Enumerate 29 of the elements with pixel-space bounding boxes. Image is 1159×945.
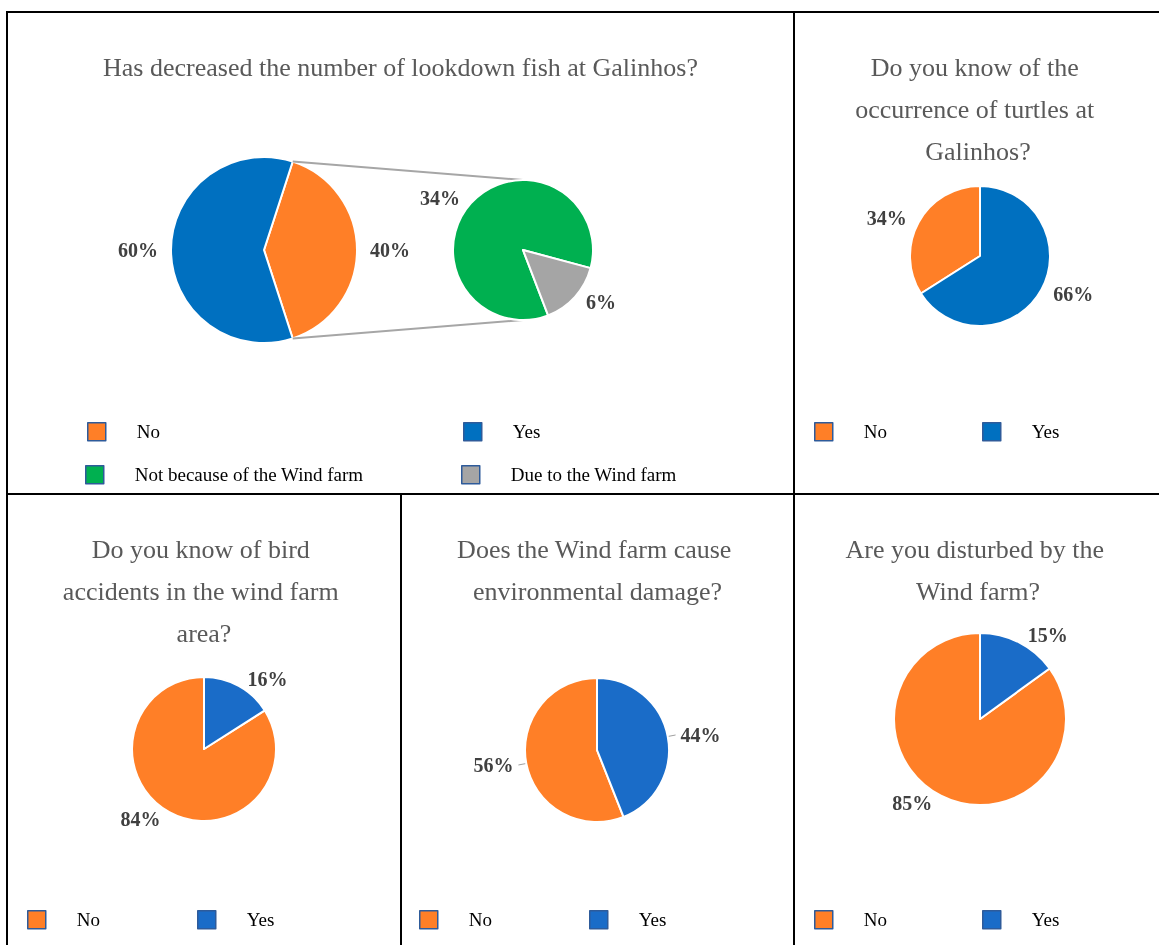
data-label: 56% xyxy=(473,753,514,776)
data-label: 15% xyxy=(1027,624,1068,647)
legend-label: No xyxy=(76,909,100,931)
legend-label: Due to the Wind farm xyxy=(510,464,677,486)
legend-label: Yes xyxy=(512,421,541,443)
data-label: 34% xyxy=(420,186,461,209)
data-label: 44% xyxy=(680,724,721,747)
legend-label: Not because of the Wind farm xyxy=(134,464,364,486)
legend-label: No xyxy=(863,421,887,443)
chart-title: Does the Wind farm cause environmental damage? xyxy=(457,534,738,606)
data-label: 66% xyxy=(1053,282,1094,305)
data-label: 85% xyxy=(892,791,933,814)
chart-title: Do you know of bird accidents in the wind farm area? xyxy=(62,534,346,648)
data-label: 34% xyxy=(866,207,907,230)
legend-label: Yes xyxy=(246,909,275,931)
chart-title: Has decreased the number of lookdown fish at Galinhos? xyxy=(103,52,698,82)
legend-label: No xyxy=(863,909,887,931)
data-label: 6% xyxy=(585,291,616,314)
legend-label: Yes xyxy=(1031,421,1060,443)
data-label: 60% xyxy=(118,239,158,261)
data-label: 84% xyxy=(120,808,161,831)
data-label: 40% xyxy=(370,239,410,261)
data-label: 16% xyxy=(247,667,288,690)
legend-label: Yes xyxy=(1031,909,1060,931)
chart-title: Do you know of the occurrence of turtles at Galinhos? xyxy=(855,52,1101,166)
chart-title: Are you disturbed by the Wind farm? xyxy=(845,534,1111,606)
legend-label: No xyxy=(136,421,160,443)
legend-label: Yes xyxy=(638,909,667,931)
legend-label: No xyxy=(468,909,492,931)
